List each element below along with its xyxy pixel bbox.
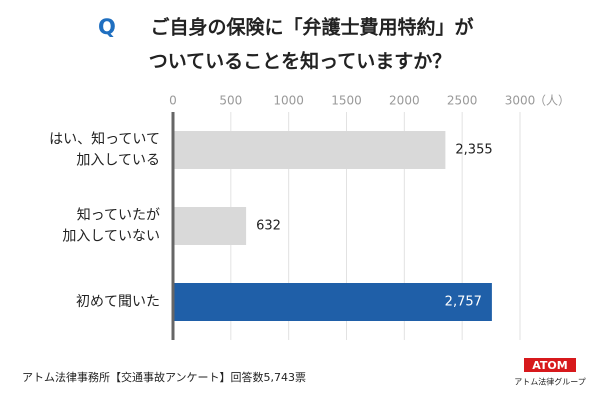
bar [173, 283, 492, 321]
x-tick-label: 500 [219, 94, 242, 108]
y-tick-label: 知っていたが [77, 207, 160, 224]
x-tick-label: 2500 [447, 94, 478, 108]
value-label: 2,757 [445, 295, 482, 310]
title-marker: Q [98, 15, 116, 39]
bar [173, 131, 446, 169]
x-tick-label: 2000 [389, 94, 420, 108]
y-tick-label: 加入している [76, 153, 160, 169]
chart-title: ついていることを知っていますか？ [149, 50, 451, 73]
y-tick-label: 初めて聞いた [76, 293, 160, 310]
logo-box [524, 358, 576, 372]
x-tick-label: 1000 [273, 94, 304, 108]
logo-caption: アトム法律グループ [514, 377, 586, 387]
y-tick-label: 加入していない [62, 229, 160, 245]
bar [173, 207, 247, 245]
x-tick-label: 1500 [331, 94, 362, 108]
value-label: 2,355 [455, 143, 492, 158]
x-unit: （人） [534, 94, 570, 108]
chart-title: ご自身の保険に「弁護士費用特約」が [150, 16, 473, 39]
x-tick-label: 3000 [505, 94, 536, 108]
value-label: 632 [256, 219, 281, 234]
y-tick-label: はい、知っていて [49, 131, 160, 148]
footer: アトム法律事務所【交通事故アンケート】回答数5,743票 [22, 370, 306, 384]
x-tick-label: 0 [169, 94, 177, 108]
logo: ATOM [532, 359, 567, 372]
